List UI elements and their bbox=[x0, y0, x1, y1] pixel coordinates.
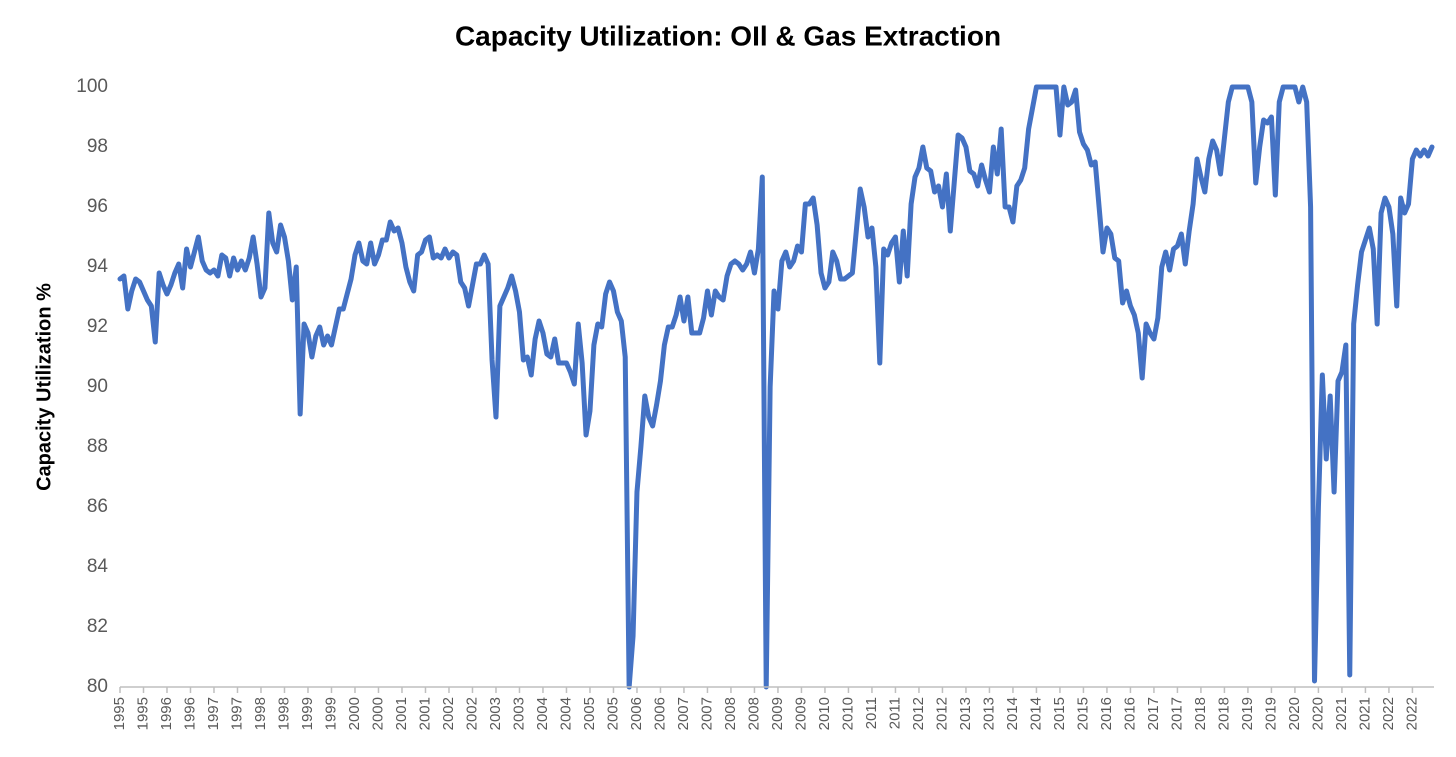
x-tick-label: 2016 bbox=[1121, 697, 1138, 730]
x-tick-label: 2005 bbox=[604, 697, 621, 730]
x-tick-label: 2019 bbox=[1262, 697, 1279, 730]
y-axis-label: Capacity Utilization % bbox=[33, 283, 55, 491]
chart-title: Capacity Utilization: OIl & Gas Extracti… bbox=[455, 20, 1001, 51]
x-tick-label: 2003 bbox=[487, 697, 504, 730]
x-tick-label: 1999 bbox=[322, 697, 339, 730]
x-tick-label: 2000 bbox=[346, 697, 363, 730]
x-tick-label: 2018 bbox=[1215, 697, 1232, 730]
x-tick-label: 2021 bbox=[1333, 697, 1350, 730]
x-tick-label: 2009 bbox=[792, 697, 809, 730]
x-tick-label: 2003 bbox=[510, 697, 527, 730]
x-tick-label: 2007 bbox=[675, 697, 692, 730]
y-tick-label: 84 bbox=[87, 556, 109, 577]
y-tick-label: 96 bbox=[87, 196, 108, 217]
plot-area bbox=[117, 84, 1435, 690]
y-tick-label: 94 bbox=[87, 256, 109, 277]
x-tick-label: 2020 bbox=[1286, 697, 1303, 730]
x-tick-label: 1996 bbox=[181, 697, 198, 730]
x-tick-label: 2001 bbox=[393, 697, 410, 730]
x-tick-label: 2014 bbox=[1004, 697, 1021, 730]
x-tick-label: 2011 bbox=[863, 697, 880, 729]
x-tick-label: 2006 bbox=[651, 697, 668, 730]
y-tick-label: 100 bbox=[76, 76, 108, 97]
x-tick-label: 2014 bbox=[1027, 697, 1044, 730]
x-tick-label: 1995 bbox=[111, 697, 128, 730]
x-tick-label: 2015 bbox=[1051, 697, 1068, 730]
x-tick-label: 2008 bbox=[722, 697, 739, 730]
y-tick-label: 86 bbox=[87, 496, 108, 517]
x-tick-label: 2012 bbox=[933, 697, 950, 730]
y-tick-label: 80 bbox=[87, 676, 108, 697]
x-tick-label: 2007 bbox=[698, 697, 715, 730]
x-tick-label: 2016 bbox=[1098, 697, 1115, 730]
x-tick-label: 1996 bbox=[158, 697, 175, 730]
x-tick-label: 2010 bbox=[816, 697, 833, 730]
x-tick-label: 2012 bbox=[910, 697, 927, 730]
x-tick-label: 2013 bbox=[957, 697, 974, 730]
x-tick-label: 2019 bbox=[1239, 697, 1256, 730]
y-tick-label: 92 bbox=[87, 316, 108, 337]
y-tick-label: 90 bbox=[87, 376, 108, 397]
x-tick-label: 2008 bbox=[745, 697, 762, 730]
x-tick-label: 2002 bbox=[463, 697, 480, 730]
x-tick-label: 1998 bbox=[252, 697, 269, 730]
x-tick-label: 1999 bbox=[299, 697, 316, 730]
x-tick-label: 2021 bbox=[1356, 697, 1373, 730]
x-tick-label: 2009 bbox=[769, 697, 786, 730]
y-tick-label: 88 bbox=[87, 436, 108, 457]
x-tick-label: 1998 bbox=[275, 697, 292, 730]
x-tick-label: 2004 bbox=[557, 697, 574, 730]
x-tick-label: 2002 bbox=[440, 697, 457, 730]
x-tick-label: 2022 bbox=[1380, 697, 1397, 730]
x-tick-label: 2013 bbox=[980, 697, 997, 730]
x-tick-label: 2010 bbox=[839, 697, 856, 730]
x-tick-label: 2017 bbox=[1168, 697, 1185, 730]
y-tick-label: 82 bbox=[87, 616, 108, 637]
x-tick-label: 1997 bbox=[205, 697, 222, 730]
x-tick-label: 1997 bbox=[228, 697, 245, 730]
x-tick-label: 2015 bbox=[1074, 697, 1091, 730]
x-tick-label: 1995 bbox=[134, 697, 151, 730]
x-tick-label: 2001 bbox=[416, 697, 433, 730]
x-tick-label: 2020 bbox=[1309, 697, 1326, 730]
x-tick-label: 2005 bbox=[581, 697, 598, 730]
x-tick-label: 2017 bbox=[1145, 697, 1162, 730]
y-tick-label: 98 bbox=[87, 136, 108, 157]
data-line bbox=[117, 84, 1435, 690]
x-tick-label: 2004 bbox=[534, 697, 551, 730]
x-tick-label: 2011 bbox=[886, 697, 903, 729]
x-tick-label: 2000 bbox=[369, 697, 386, 730]
x-tick-label: 2006 bbox=[628, 697, 645, 730]
x-tick-label: 2018 bbox=[1192, 697, 1209, 730]
x-tick-label: 2022 bbox=[1403, 697, 1420, 730]
